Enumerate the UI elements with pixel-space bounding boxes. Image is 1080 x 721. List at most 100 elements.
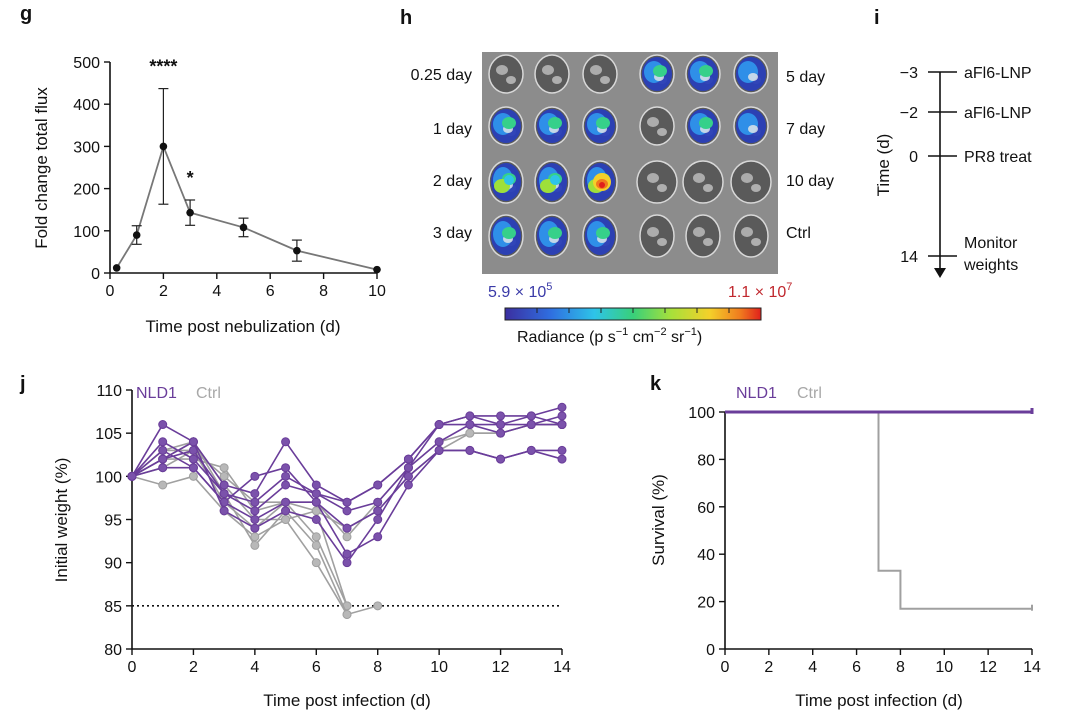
organ-tissue: [639, 106, 675, 146]
chart-k-y-tick-label: 100: [688, 405, 715, 422]
timeline-event-pr8-treat: PR8 treat: [964, 149, 1032, 166]
chart-k-y-tick-label: 60: [697, 500, 715, 517]
organ-signal-green: [502, 227, 516, 239]
chart-j-ctrl-point: [250, 540, 260, 550]
organ-tissue: [733, 214, 769, 258]
organ-highlight: [657, 184, 667, 192]
row-label-2-day: 2 day: [433, 173, 472, 190]
chart-j-nld1-point: [373, 532, 383, 542]
organ-signal-red: [599, 182, 605, 188]
chart-k-y-tick-label: 40: [697, 547, 715, 564]
chart-k-x-tick-label: 0: [721, 659, 730, 676]
chart-j-nld1-point: [311, 497, 321, 507]
colorbar-max-label: 1.1 × 107: [728, 281, 792, 301]
row-label-10-day: 10 day: [786, 173, 834, 190]
chart-j-nld1-point: [158, 463, 168, 473]
chart-j-nld1-point: [281, 497, 291, 507]
organ-highlight: [647, 117, 659, 127]
chart-j-nld1-point: [373, 480, 383, 490]
chart-k-x-tick-label: 14: [1023, 659, 1041, 676]
chart-k-y-tick-label: 20: [697, 595, 715, 612]
organ-highlight: [748, 73, 758, 81]
chart-g-fold-change: Time post nebulization (d) Fold change t…: [32, 55, 386, 336]
organ-tissue: [639, 214, 675, 258]
organ-tissue: [682, 160, 724, 204]
chart-j-y-tick-label: 105: [95, 426, 122, 443]
chart-j-ctrl-point: [311, 540, 321, 550]
chart-k-y-tick-label: 80: [697, 452, 715, 469]
panel-i-timeline: −3 −2 0 14 aFl6-LNP aFl6-LNP PR8 treat M…: [874, 65, 1032, 278]
chart-j-x-tick-label: 4: [250, 659, 259, 676]
chart-g-series-line: [115, 143, 378, 271]
chart-j-nld1-point: [188, 463, 198, 473]
chart-j-x-tick-label: 2: [189, 659, 198, 676]
chart-j-nld1-point: [403, 454, 413, 464]
organ-highlight: [748, 125, 758, 133]
organ-grid: [488, 54, 772, 258]
chart-j-nld1-point: [557, 454, 567, 464]
chart-j-nld1-point: [281, 471, 291, 481]
chart-j-nld1-point: [158, 420, 168, 430]
chart-k-x-tick-label: 12: [979, 659, 997, 676]
chart-g-x-tick-label: 10: [368, 283, 386, 300]
organ-signal-green: [596, 117, 610, 129]
chart-j-nld1-point: [526, 411, 536, 421]
chart-j-nld1-point: [281, 437, 291, 447]
chart-g-y-tick-label: 300: [73, 139, 100, 156]
organ-highlight: [600, 76, 610, 84]
timeline-event-afl6-lnp-2: aFl6-LNP: [964, 105, 1032, 122]
chart-j-nld1-point: [465, 445, 475, 455]
organ-highlight: [703, 184, 713, 192]
chart-j-nld1-point: [250, 523, 260, 533]
chart-j-ylabel: Initial weight (%): [52, 458, 71, 583]
chart-j-nld1-point: [250, 471, 260, 481]
chart-j-xlabel: Time post infection (d): [263, 691, 431, 710]
chart-j-nld1-point: [557, 420, 567, 430]
row-label-7-day: 7 day: [786, 121, 825, 138]
chart-j-ctrl-point: [188, 471, 198, 481]
chart-k-y-tick-label: 0: [706, 642, 715, 659]
chart-j-y-tick-label: 85: [104, 599, 122, 616]
chart-j-nld1-point: [403, 471, 413, 481]
chart-k-survival: Time post infection (d) Survival (%) NLD…: [649, 385, 1041, 710]
timeline-time-0: 0: [909, 149, 918, 166]
timeline-time-14: 14: [900, 249, 918, 266]
chart-j-ctrl-point: [342, 609, 352, 619]
chart-j-ctrl-point: [342, 532, 352, 542]
chart-g-point: [186, 208, 194, 217]
timeline-ylabel: Time (d): [874, 134, 893, 197]
organ-highlight: [506, 76, 516, 84]
organ-highlight: [751, 238, 761, 246]
chart-j-x-tick-label: 14: [553, 659, 571, 676]
row-label-ctrl: Ctrl: [786, 225, 811, 242]
chart-j-ctrl-point: [219, 471, 229, 481]
chart-j-nld1-point: [219, 489, 229, 499]
chart-j-initial-weight: Time post infection (d) Initial weight (…: [52, 383, 571, 710]
panel-label-g: g: [20, 3, 32, 25]
chart-j-nld1-point: [465, 411, 475, 421]
chart-j-nld1-point: [373, 515, 383, 524]
chart-j-nld1-point: [526, 420, 536, 430]
chart-j-nld1-point: [158, 454, 168, 464]
organ-signal-cyan: [504, 175, 514, 185]
chart-j-nld1-point: [158, 445, 168, 455]
timeline-event-weights: weights: [963, 257, 1018, 274]
organ-highlight: [693, 173, 705, 183]
chart-j-nld1-point: [311, 515, 321, 524]
chart-j-nld1-point: [250, 497, 260, 507]
chart-j-legend-ctrl: Ctrl: [196, 385, 221, 402]
timeline-event-monitor: Monitor: [964, 235, 1018, 252]
chart-j-nld1-point: [311, 489, 321, 499]
chart-g-y-tick-label: 200: [73, 182, 100, 199]
chart-j-nld1-point: [403, 480, 413, 490]
chart-g-y-tick-label: 100: [73, 224, 100, 241]
panel-h-imaging: 0.25 day 1 day 2 day 3 day 5 day 7 day 1…: [411, 52, 834, 346]
organ-highlight: [496, 65, 508, 75]
chart-g-x-tick-label: 6: [266, 283, 275, 300]
chart-k-legend-nld1: NLD1: [736, 385, 777, 402]
chart-j-nld1-point: [373, 497, 383, 507]
chart-j-nld1-point: [342, 549, 352, 559]
chart-j-nld1-point: [465, 420, 475, 430]
organ-signal-green: [699, 117, 713, 129]
